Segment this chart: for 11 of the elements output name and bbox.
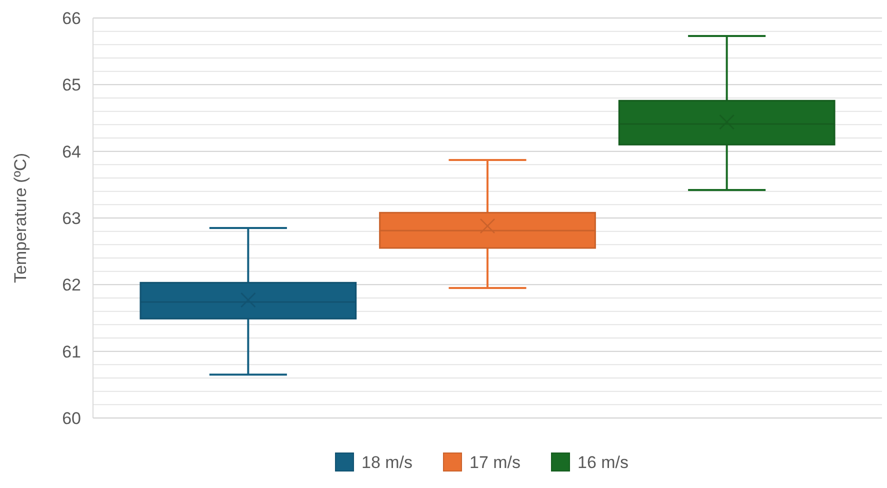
legend-label: 18 m/s xyxy=(362,452,413,472)
y-tick-label: 61 xyxy=(62,342,81,362)
y-tick-label: 64 xyxy=(62,142,81,162)
y-tick-label: 63 xyxy=(62,208,81,228)
legend-label: 16 m/s xyxy=(578,452,629,472)
y-tick-label: 62 xyxy=(62,276,81,295)
y-tick-label: 60 xyxy=(62,408,81,428)
y-tick-label: 66 xyxy=(62,8,81,28)
legend-label: 17 m/s xyxy=(470,452,521,472)
y-axis-title: Temperature (ºC) xyxy=(11,153,30,283)
y-tick-label: 65 xyxy=(62,76,81,95)
